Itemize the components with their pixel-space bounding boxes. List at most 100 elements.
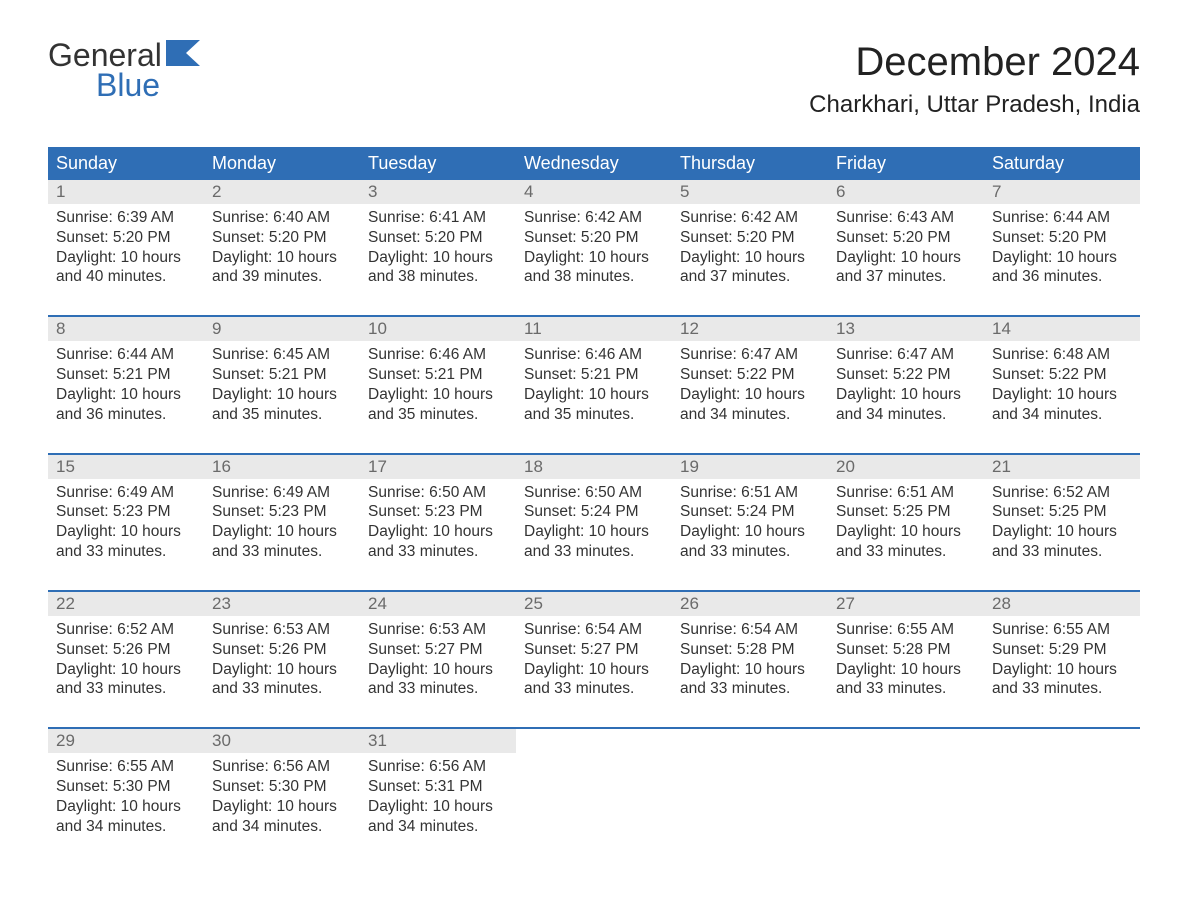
sunset-text: Sunset: 5:30 PM	[56, 777, 196, 797]
daylight-text-2: and 40 minutes.	[56, 267, 196, 287]
logo-text: General Blue	[48, 40, 162, 101]
sunrise-text: Sunrise: 6:44 AM	[992, 208, 1132, 228]
daylight-text-1: Daylight: 10 hours	[524, 522, 664, 542]
daylight-text-1: Daylight: 10 hours	[680, 522, 820, 542]
weekday-header: Friday	[828, 147, 984, 180]
daylight-text-1: Daylight: 10 hours	[212, 385, 352, 405]
day-number	[984, 729, 1140, 753]
day-number: 28	[984, 592, 1140, 616]
day-number: 10	[360, 317, 516, 341]
sunset-text: Sunset: 5:25 PM	[836, 502, 976, 522]
sunrise-text: Sunrise: 6:53 AM	[368, 620, 508, 640]
sunrise-text: Sunrise: 6:51 AM	[680, 483, 820, 503]
daylight-text-1: Daylight: 10 hours	[836, 385, 976, 405]
sunset-text: Sunset: 5:20 PM	[992, 228, 1132, 248]
daylight-text-1: Daylight: 10 hours	[836, 660, 976, 680]
day-cell: Sunrise: 6:56 AMSunset: 5:31 PMDaylight:…	[360, 753, 516, 844]
day-cell	[984, 753, 1140, 844]
sunrise-text: Sunrise: 6:45 AM	[212, 345, 352, 365]
sunrise-text: Sunrise: 6:52 AM	[992, 483, 1132, 503]
day-number	[516, 729, 672, 753]
daylight-text-2: and 33 minutes.	[524, 679, 664, 699]
daylight-text-1: Daylight: 10 hours	[56, 385, 196, 405]
daylight-text-2: and 33 minutes.	[56, 542, 196, 562]
daylight-text-2: and 34 minutes.	[368, 817, 508, 837]
sunset-text: Sunset: 5:23 PM	[368, 502, 508, 522]
daylight-text-2: and 35 minutes.	[524, 405, 664, 425]
day-number: 31	[360, 729, 516, 753]
daylight-text-2: and 34 minutes.	[212, 817, 352, 837]
day-number: 27	[828, 592, 984, 616]
daylight-text-1: Daylight: 10 hours	[836, 248, 976, 268]
sunrise-text: Sunrise: 6:44 AM	[56, 345, 196, 365]
day-cell: Sunrise: 6:47 AMSunset: 5:22 PMDaylight:…	[828, 341, 984, 453]
day-cell: Sunrise: 6:46 AMSunset: 5:21 PMDaylight:…	[516, 341, 672, 453]
sunrise-text: Sunrise: 6:55 AM	[992, 620, 1132, 640]
sunset-text: Sunset: 5:20 PM	[680, 228, 820, 248]
weekday-header: Tuesday	[360, 147, 516, 180]
daylight-text-1: Daylight: 10 hours	[680, 385, 820, 405]
day-number: 29	[48, 729, 204, 753]
day-cell: Sunrise: 6:52 AMSunset: 5:25 PMDaylight:…	[984, 479, 1140, 591]
daylight-text-1: Daylight: 10 hours	[368, 385, 508, 405]
sunset-text: Sunset: 5:26 PM	[212, 640, 352, 660]
sunset-text: Sunset: 5:23 PM	[212, 502, 352, 522]
sunrise-text: Sunrise: 6:54 AM	[524, 620, 664, 640]
sunrise-text: Sunrise: 6:47 AM	[836, 345, 976, 365]
day-number: 2	[204, 180, 360, 204]
sunset-text: Sunset: 5:20 PM	[368, 228, 508, 248]
sunset-text: Sunset: 5:28 PM	[680, 640, 820, 660]
sunrise-text: Sunrise: 6:53 AM	[212, 620, 352, 640]
location: Charkhari, Uttar Pradesh, India	[809, 91, 1140, 119]
day-number: 8	[48, 317, 204, 341]
sunrise-text: Sunrise: 6:39 AM	[56, 208, 196, 228]
day-cell: Sunrise: 6:49 AMSunset: 5:23 PMDaylight:…	[204, 479, 360, 591]
day-cell: Sunrise: 6:53 AMSunset: 5:26 PMDaylight:…	[204, 616, 360, 728]
day-number-row: 891011121314	[48, 317, 1140, 341]
daylight-text-2: and 37 minutes.	[680, 267, 820, 287]
daylight-text-2: and 33 minutes.	[212, 542, 352, 562]
daylight-text-2: and 36 minutes.	[992, 267, 1132, 287]
sunset-text: Sunset: 5:28 PM	[836, 640, 976, 660]
day-data-row: Sunrise: 6:52 AMSunset: 5:26 PMDaylight:…	[48, 616, 1140, 728]
sunrise-text: Sunrise: 6:42 AM	[680, 208, 820, 228]
daylight-text-1: Daylight: 10 hours	[992, 660, 1132, 680]
daylight-text-2: and 34 minutes.	[56, 817, 196, 837]
day-number-row: 293031	[48, 729, 1140, 753]
logo-flag-icon	[166, 40, 200, 71]
sunset-text: Sunset: 5:25 PM	[992, 502, 1132, 522]
day-number-row: 1234567	[48, 180, 1140, 204]
day-cell: Sunrise: 6:50 AMSunset: 5:23 PMDaylight:…	[360, 479, 516, 591]
day-number: 21	[984, 455, 1140, 479]
daylight-text-2: and 34 minutes.	[836, 405, 976, 425]
daylight-text-2: and 37 minutes.	[836, 267, 976, 287]
sunrise-text: Sunrise: 6:49 AM	[212, 483, 352, 503]
daylight-text-2: and 35 minutes.	[368, 405, 508, 425]
day-cell: Sunrise: 6:44 AMSunset: 5:20 PMDaylight:…	[984, 204, 1140, 316]
day-number: 15	[48, 455, 204, 479]
logo: General Blue	[48, 40, 200, 101]
day-number: 30	[204, 729, 360, 753]
day-cell: Sunrise: 6:40 AMSunset: 5:20 PMDaylight:…	[204, 204, 360, 316]
day-number: 3	[360, 180, 516, 204]
daylight-text-2: and 39 minutes.	[212, 267, 352, 287]
sunrise-text: Sunrise: 6:55 AM	[56, 757, 196, 777]
header: General Blue December 2024 Charkhari, Ut…	[48, 40, 1140, 119]
day-number	[672, 729, 828, 753]
sunset-text: Sunset: 5:21 PM	[212, 365, 352, 385]
sunset-text: Sunset: 5:21 PM	[524, 365, 664, 385]
sunset-text: Sunset: 5:20 PM	[212, 228, 352, 248]
daylight-text-2: and 34 minutes.	[992, 405, 1132, 425]
day-number: 25	[516, 592, 672, 616]
weekday-header-row: Sunday Monday Tuesday Wednesday Thursday…	[48, 147, 1140, 180]
sunrise-text: Sunrise: 6:41 AM	[368, 208, 508, 228]
daylight-text-1: Daylight: 10 hours	[212, 522, 352, 542]
sunrise-text: Sunrise: 6:54 AM	[680, 620, 820, 640]
day-cell: Sunrise: 6:56 AMSunset: 5:30 PMDaylight:…	[204, 753, 360, 844]
sunset-text: Sunset: 5:27 PM	[524, 640, 664, 660]
day-number-row: 15161718192021	[48, 455, 1140, 479]
day-number: 19	[672, 455, 828, 479]
sunrise-text: Sunrise: 6:56 AM	[368, 757, 508, 777]
sunrise-text: Sunrise: 6:50 AM	[368, 483, 508, 503]
daylight-text-2: and 33 minutes.	[524, 542, 664, 562]
